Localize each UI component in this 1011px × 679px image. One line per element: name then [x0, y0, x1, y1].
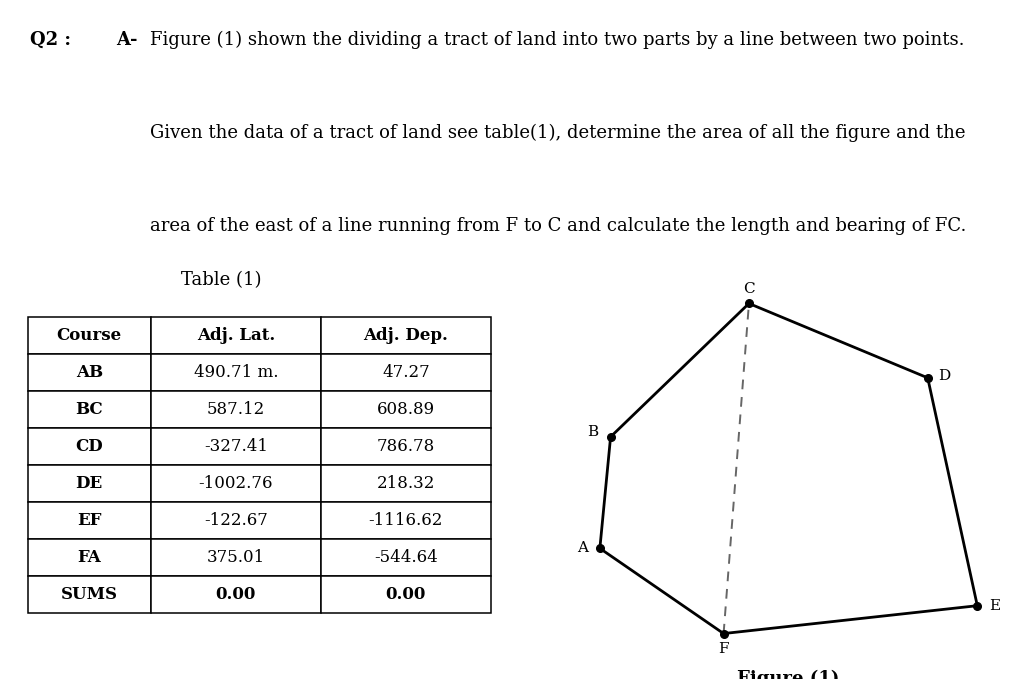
Bar [151, 576, 320, 613]
Bar [151, 502, 320, 539]
Text: -1116.62: -1116.62 [369, 512, 443, 529]
Bar [151, 354, 320, 391]
Bar [27, 354, 151, 391]
Bar [27, 428, 151, 465]
Text: F: F [719, 642, 729, 657]
Text: -327.41: -327.41 [204, 438, 268, 455]
Bar [27, 539, 151, 576]
Text: 0.00: 0.00 [386, 586, 426, 604]
Text: Course: Course [57, 327, 122, 344]
Text: 47.27: 47.27 [382, 364, 430, 381]
Text: A: A [577, 541, 588, 555]
Bar [320, 502, 491, 539]
Bar [320, 576, 491, 613]
Bar [151, 465, 320, 502]
Text: SUMS: SUMS [61, 586, 117, 604]
Text: DE: DE [76, 475, 103, 492]
Text: Given the data of a tract of land see table(1), determine the area of all the fi: Given the data of a tract of land see ta… [150, 124, 966, 142]
Text: D: D [938, 369, 951, 382]
Text: EF: EF [77, 512, 101, 529]
Bar [320, 354, 491, 391]
Bar [27, 391, 151, 428]
Bar [151, 317, 320, 354]
Text: B: B [586, 425, 598, 439]
Text: -544.64: -544.64 [374, 549, 438, 566]
Text: -1002.76: -1002.76 [198, 475, 273, 492]
Text: Figure (1) shown the dividing a tract of land into two parts by a line between t: Figure (1) shown the dividing a tract of… [150, 31, 964, 49]
Text: 375.01: 375.01 [206, 549, 265, 566]
Text: 786.78: 786.78 [377, 438, 435, 455]
Bar [151, 391, 320, 428]
Text: 490.71 m.: 490.71 m. [194, 364, 278, 381]
Bar [320, 317, 491, 354]
Text: 587.12: 587.12 [206, 401, 265, 418]
Text: FA: FA [78, 549, 101, 566]
Bar [151, 428, 320, 465]
Bar [27, 465, 151, 502]
Text: 608.89: 608.89 [377, 401, 435, 418]
Text: -122.67: -122.67 [204, 512, 268, 529]
Bar [151, 539, 320, 576]
Text: BC: BC [76, 401, 103, 418]
Bar [27, 576, 151, 613]
Text: Figure (1): Figure (1) [737, 670, 840, 679]
Bar [320, 539, 491, 576]
Text: 218.32: 218.32 [377, 475, 435, 492]
Text: E: E [989, 599, 1000, 612]
Bar [27, 502, 151, 539]
Bar [320, 428, 491, 465]
Text: C: C [743, 282, 755, 295]
Text: Adj. Dep.: Adj. Dep. [364, 327, 448, 344]
Text: area of the east of a line running from F to C and calculate the length and bear: area of the east of a line running from … [150, 217, 966, 235]
Text: AB: AB [76, 364, 103, 381]
Text: 0.00: 0.00 [215, 586, 256, 604]
Text: CD: CD [76, 438, 103, 455]
Text: Adj. Lat.: Adj. Lat. [197, 327, 275, 344]
Bar [320, 465, 491, 502]
Text: Q2 :: Q2 : [30, 31, 72, 49]
Bar [27, 317, 151, 354]
Bar [320, 391, 491, 428]
Text: A-: A- [116, 31, 137, 49]
Text: Table (1): Table (1) [181, 271, 262, 289]
